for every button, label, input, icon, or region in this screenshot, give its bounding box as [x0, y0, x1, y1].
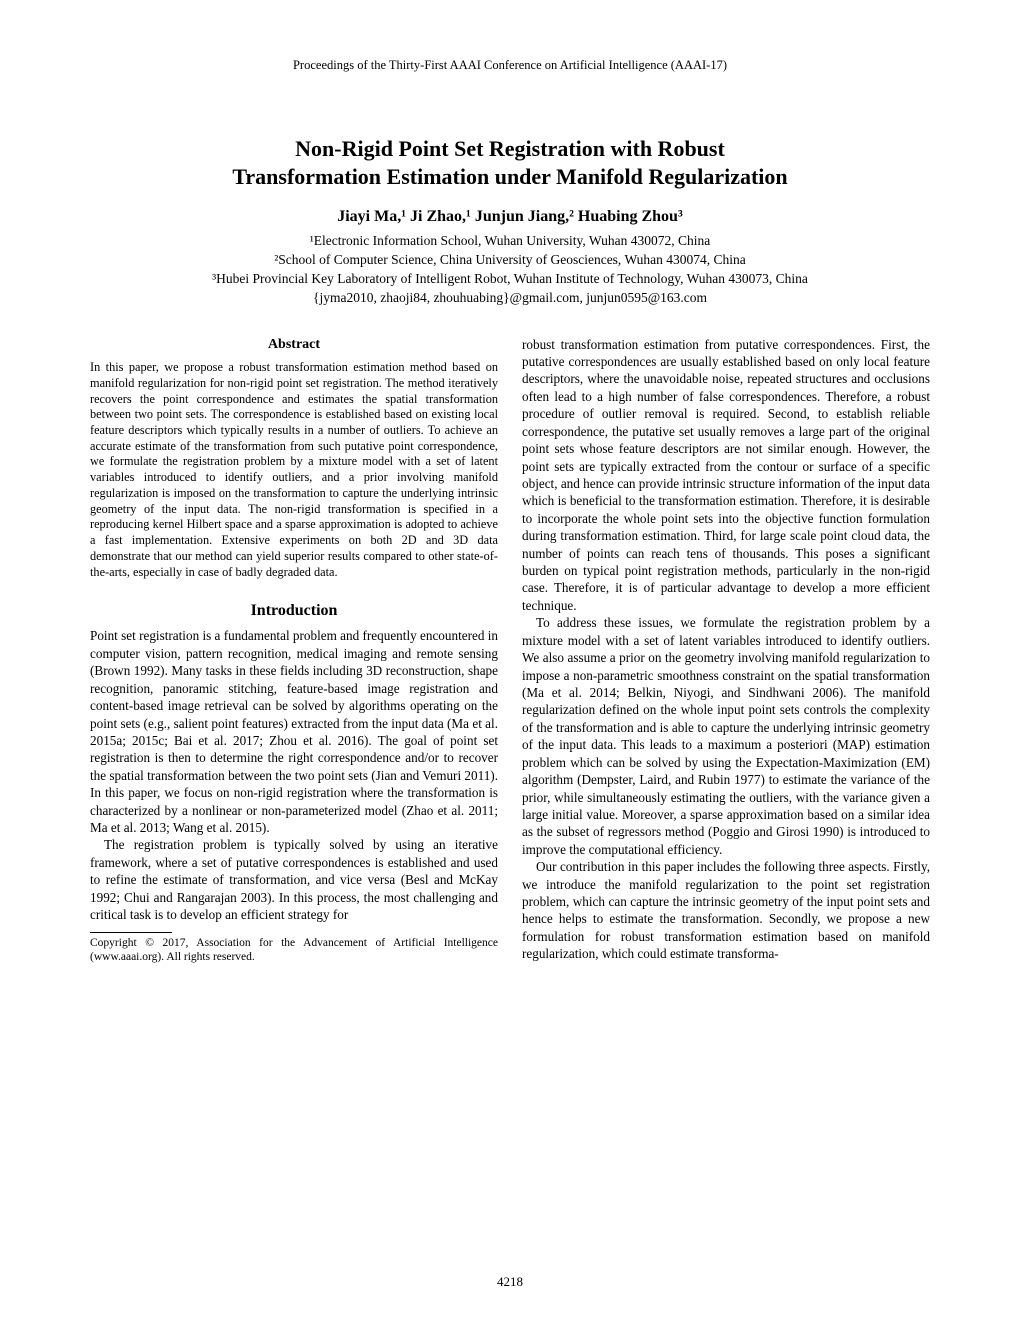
proceedings-line: Proceedings of the Thirty-First AAAI Con…	[90, 58, 930, 73]
copyright-footnote: Copyright © 2017, Association for the Ad…	[90, 936, 498, 965]
intro-paragraph-1: Point set registration is a fundamental …	[90, 627, 498, 836]
affiliation-2: ²School of Computer Science, China Unive…	[90, 251, 930, 270]
left-column: Abstract In this paper, we propose a rob…	[90, 336, 498, 965]
author-list: Jiayi Ma,¹ Ji Zhao,¹ Junjun Jiang,² Huab…	[90, 208, 930, 226]
introduction-heading: Introduction	[90, 600, 498, 621]
page-number: 4218	[0, 1274, 1020, 1290]
author-emails: {jyma2010, zhaoji84, zhouhuabing}@gmail.…	[90, 289, 930, 308]
right-paragraph-2: To address these issues, we formulate th…	[522, 614, 930, 858]
right-paragraph-1: robust transformation estimation from pu…	[522, 336, 930, 615]
intro-paragraph-2: The registration problem is typically so…	[90, 836, 498, 923]
affiliations: ¹Electronic Information School, Wuhan Un…	[90, 232, 930, 308]
right-column: robust transformation estimation from pu…	[522, 336, 930, 965]
footnote-rule	[90, 932, 172, 933]
paper-title: Non-Rigid Point Set Registration with Ro…	[90, 135, 930, 190]
two-column-body: Abstract In this paper, we propose a rob…	[90, 336, 930, 965]
title-line-1: Non-Rigid Point Set Registration with Ro…	[295, 136, 725, 161]
abstract-body: In this paper, we propose a robust trans…	[90, 360, 498, 580]
title-line-2: Transformation Estimation under Manifold…	[232, 164, 787, 189]
abstract-heading: Abstract	[90, 336, 498, 354]
right-paragraph-3: Our contribution in this paper includes …	[522, 858, 930, 963]
affiliation-1: ¹Electronic Information School, Wuhan Un…	[90, 232, 930, 251]
affiliation-3: ³Hubei Provincial Key Laboratory of Inte…	[90, 270, 930, 289]
